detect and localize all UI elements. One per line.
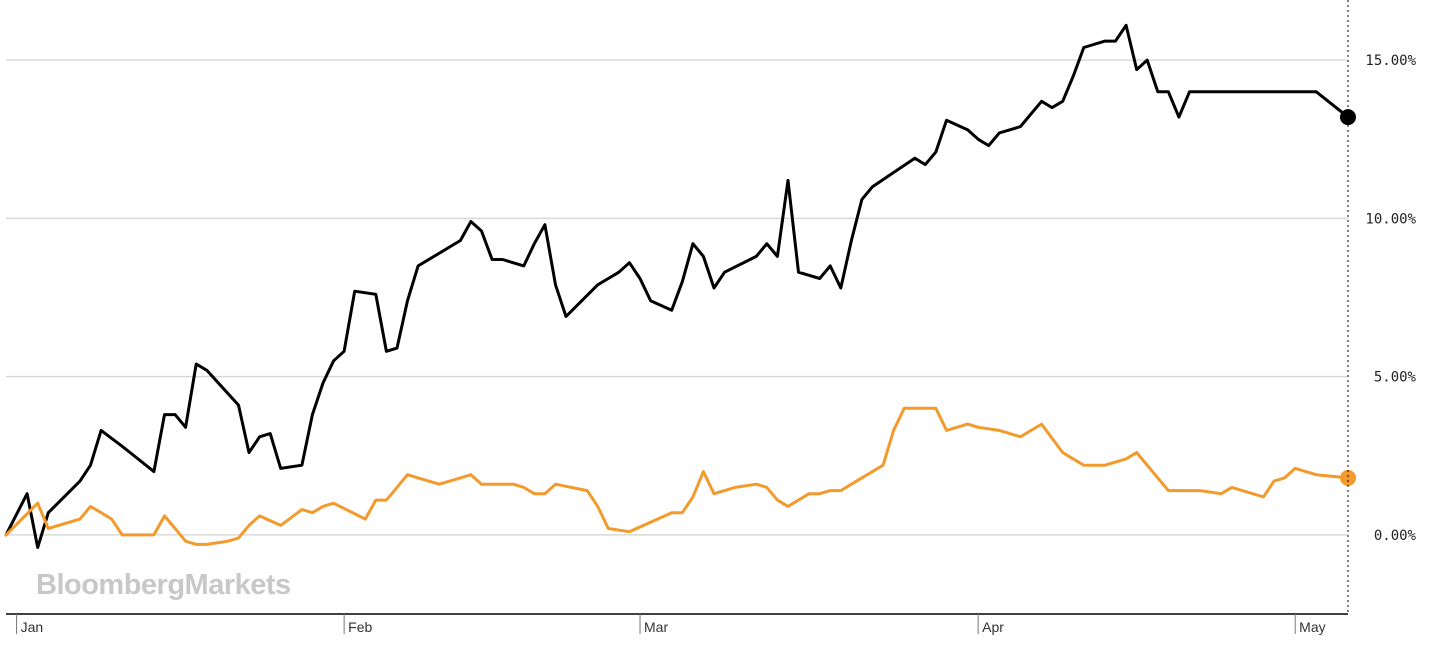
watermark: BloombergMarkets [36,569,291,601]
series-line-1 [4,23,1350,549]
series-endpoint-1 [1340,109,1356,126]
x-tick-label: Mar [644,619,668,635]
x-tick-label: Jan [21,619,44,635]
y-tick-label: 10.00% [1365,211,1416,227]
series-endpoints [1340,109,1356,486]
x-tick-label: Feb [348,619,372,635]
series-endpoint-2 [1340,469,1356,486]
series-line-2 [4,406,1350,546]
x-tick-label: May [1299,619,1325,635]
series-lines [4,23,1350,549]
y-tick-label: 5.00% [1374,370,1417,386]
y-tick-labels: 0.00% 5.00% 10.00% 15.00% [1365,53,1416,544]
y-tick-label: 0.00% [1374,528,1417,544]
gridlines [6,59,1348,536]
x-tick-label: Apr [982,619,1004,635]
x-tick-labels: Jan Feb Mar Apr May [16,614,1326,635]
y-tick-label: 15.00% [1365,53,1416,69]
